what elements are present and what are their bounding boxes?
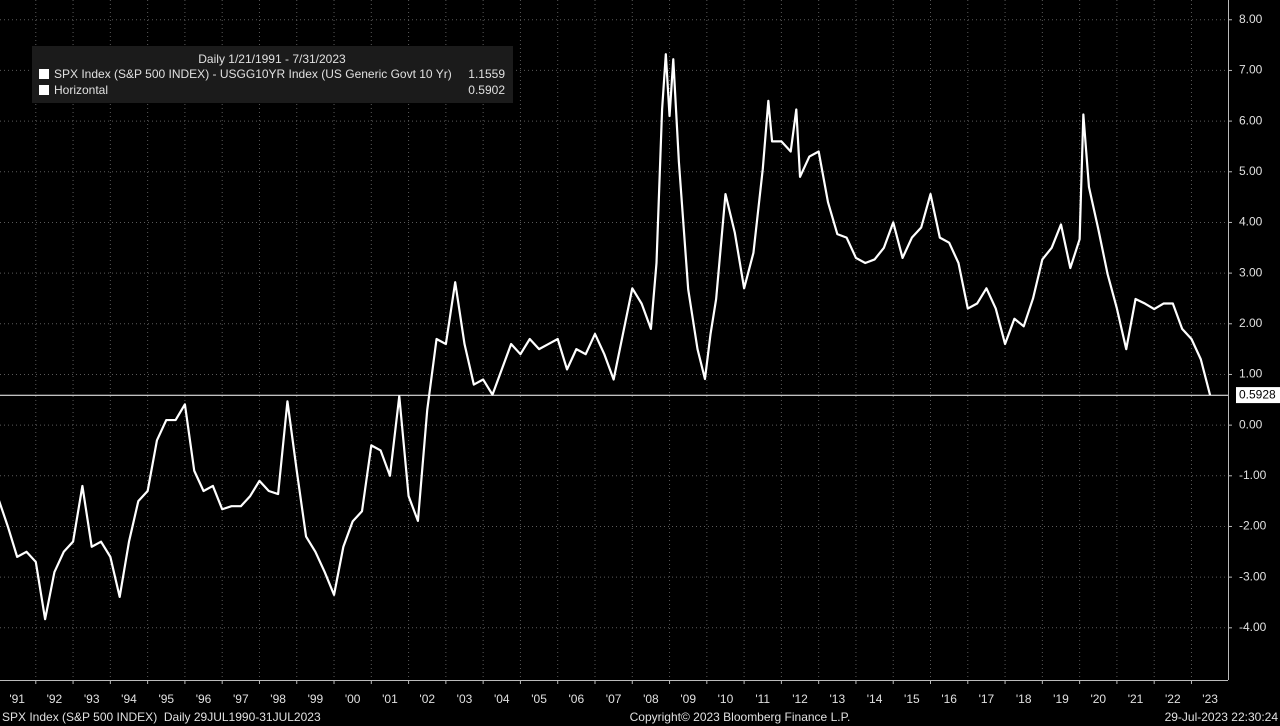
y-tick-label: 8.00 [1239,12,1263,26]
y-tick-label: 3.00 [1239,265,1263,279]
legend-value: 0.5902 [468,83,505,97]
footer-left: SPX Index (S&P 500 INDEX) Daily 29JUL199… [2,710,321,724]
x-tick-label: '97 [233,692,249,706]
x-tick-label: '01 [382,692,398,706]
x-tick-label: '91 [9,692,25,706]
y-tick-label: -1.00 [1239,468,1267,482]
y-tick-label: 5.00 [1239,164,1263,178]
legend-swatch [39,85,49,95]
x-tick-label: '08 [643,692,659,706]
x-tick-label: '00 [345,692,361,706]
legend-label: Horizontal [54,83,108,97]
x-tick-label: '02 [419,692,435,706]
y-tick-label: -2.00 [1239,519,1267,533]
x-tick-label: '09 [680,692,696,706]
y-tick-label: 1.00 [1239,367,1263,381]
x-tick-label: '11 [755,692,770,706]
x-tick-label: '17 [979,692,995,706]
x-tick-label: '99 [308,692,324,706]
footer-center: Copyright© 2023 Bloomberg Finance L.P. [630,710,851,724]
x-tick-label: '07 [606,692,622,706]
x-tick-label: '23 [1202,692,1218,706]
legend-title: Daily 1/21/1991 - 7/31/2023 [198,52,346,66]
y-tick-label: 0.00 [1239,417,1263,431]
grid [0,0,1232,684]
series-line [0,53,1212,621]
legend-label: SPX Index (S&P 500 INDEX) - USGG10YR Ind… [54,67,452,81]
legend-box [32,46,513,103]
x-tick-label: '14 [867,692,883,706]
x-tick-label: '05 [531,692,547,706]
y-tick-label: -3.00 [1239,569,1267,583]
y-tick-label: -4.00 [1239,620,1267,634]
x-tick-label: '15 [904,692,920,706]
y-tick-label: 6.00 [1239,113,1263,127]
x-tick-label: '19 [1053,692,1069,706]
footer-right: 29-Jul-2023 22:30:24 [1165,710,1279,724]
x-tick-label: '04 [494,692,510,706]
axis-tag-box [1236,387,1280,404]
x-tick-label: '16 [941,692,957,706]
x-tick-label: '96 [196,692,212,706]
y-tick-label: 2.00 [1239,316,1263,330]
x-tick-label: '94 [121,692,137,706]
x-tick-label: '18 [1016,692,1032,706]
x-tick-label: '03 [457,692,473,706]
x-tick-label: '12 [792,692,808,706]
x-tick-label: '92 [47,692,63,706]
plot [0,53,1228,621]
y-tick-label: 7.00 [1239,63,1263,77]
x-tick-label: '98 [270,692,286,706]
x-tick-label: '93 [84,692,100,706]
x-tick-label: '95 [158,692,174,706]
legend-value: 1.1559 [468,67,505,81]
x-tick-label: '06 [569,692,585,706]
x-tick-label: '21 [1128,692,1144,706]
axis-tag: 0.5928 [1239,387,1276,401]
x-tick-label: '10 [718,692,734,706]
legend-swatch [39,69,49,79]
x-tick-label: '20 [1090,692,1106,706]
x-tick-label: '13 [829,692,845,706]
x-tick-label: '22 [1165,692,1181,706]
y-tick-label: 4.00 [1239,215,1263,229]
